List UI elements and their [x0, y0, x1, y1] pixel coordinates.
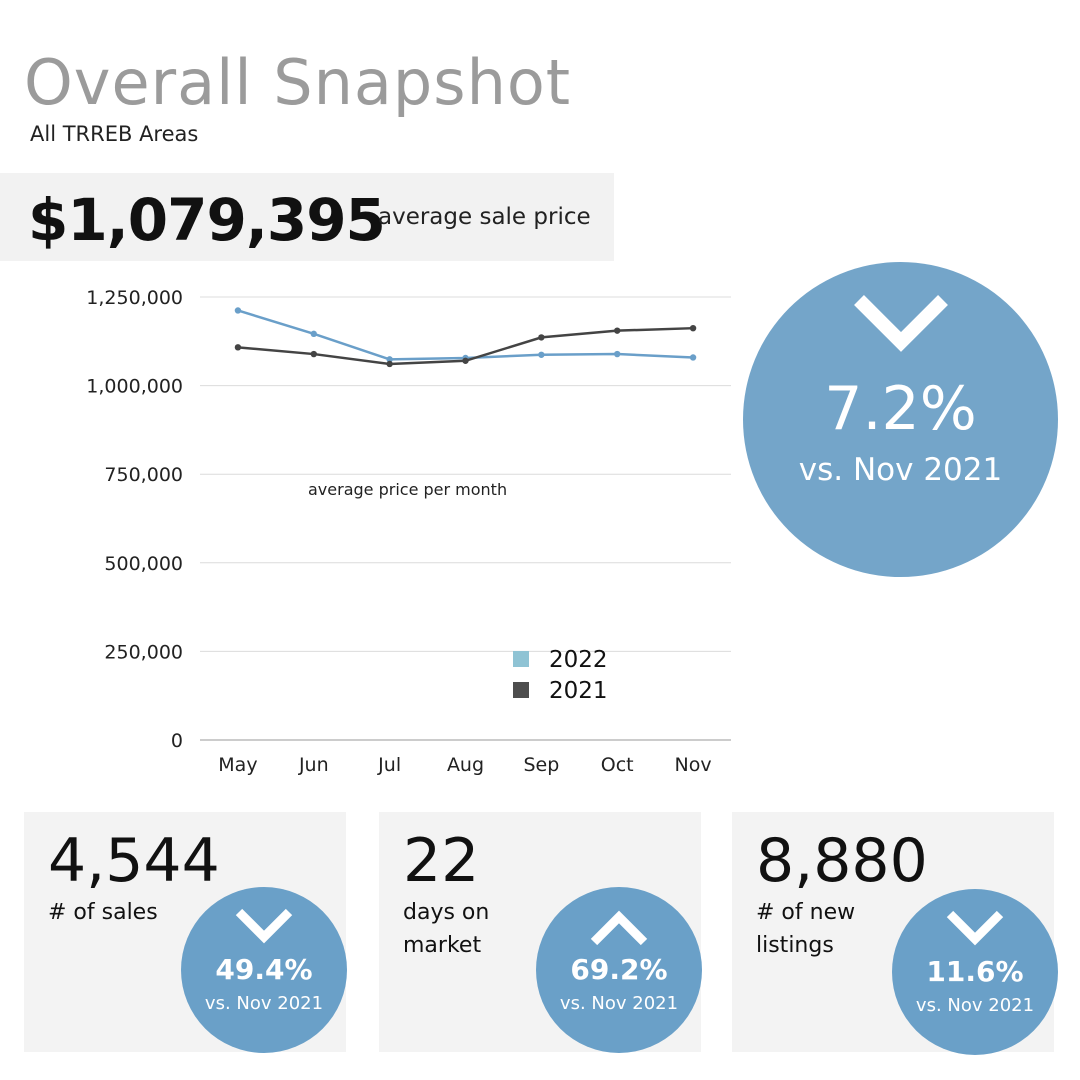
data-point-2021	[538, 334, 545, 341]
data-point-2021	[614, 327, 621, 334]
price-change-circle: 7.2% vs. Nov 2021	[743, 262, 1058, 577]
average-price-line-chart: 0 250,000 500,000 750,000 1,000,000 1,250,000…	[86, 287, 731, 776]
days-on-market-change-circle: 69.2% vs. Nov 2021	[536, 887, 702, 1053]
price-change-comparison: vs. Nov 2021	[798, 452, 1003, 488]
x-tick-label: Sep	[523, 754, 559, 776]
chevron-down-icon	[854, 295, 948, 352]
data-point-2021	[689, 324, 697, 332]
chevron-down-icon	[946, 910, 1004, 946]
y-tick-label: 0	[171, 730, 183, 752]
data-point-2022	[234, 307, 242, 314]
y-axis-ticks: 0 250,000 500,000 750,000 1,000,000 1,250,000	[86, 287, 183, 752]
days-on-market-label: days on market	[403, 900, 490, 958]
y-tick-label: 250,000	[104, 641, 183, 663]
price-change-percent: 7.2%	[824, 374, 977, 444]
days-on-market-change-comparison: vs. Nov 2021	[559, 993, 679, 1014]
legend-swatch-2021	[513, 682, 529, 698]
y-tick-label: 1,250,000	[86, 287, 183, 309]
x-tick-label: May	[218, 754, 257, 776]
new-listings-change-percent: 11.6%	[926, 955, 1024, 988]
data-point-2022	[538, 351, 545, 358]
average-price-value: $1,079,395	[28, 186, 386, 254]
chart-annotation: average price per month	[308, 480, 507, 499]
x-tick-label: Jul	[377, 754, 401, 776]
days-on-market-change-percent: 69.2%	[570, 953, 668, 986]
chevron-down-icon	[235, 908, 293, 944]
legend-label-2021: 2021	[549, 678, 608, 704]
sales-change-comparison: vs. Nov 2021	[204, 993, 324, 1014]
data-point-2022	[386, 356, 393, 363]
page-subtitle: All TRREB Areas	[30, 122, 199, 146]
sales-change-percent: 49.4%	[215, 953, 313, 986]
sales-change-circle: 49.4% vs. Nov 2021	[181, 887, 347, 1053]
data-point-2021	[310, 350, 317, 358]
legend-swatch-2022	[513, 651, 529, 667]
x-axis-ticks: May Jun Jul Aug Sep Oct Nov	[218, 754, 711, 776]
days-on-market-card: 22 days on market 69.2% vs. Nov 2021	[379, 812, 702, 1053]
data-point-2021	[234, 344, 242, 351]
data-point-2022	[310, 330, 317, 338]
new-listings-label: # of new listings	[756, 900, 856, 958]
y-tick-label: 500,000	[104, 553, 183, 575]
data-point-2021	[386, 360, 393, 368]
data-point-2021	[462, 357, 469, 364]
page-title: Overall Snapshot	[24, 46, 572, 119]
series-line-2022	[237, 309, 694, 361]
chevron-up-icon	[590, 910, 648, 946]
average-price-label: average sale price	[378, 204, 591, 230]
x-tick-label: Aug	[447, 754, 484, 776]
chart-legend: 2022 2021	[513, 647, 608, 704]
sales-value: 4,544	[48, 826, 220, 896]
new-listings-card: 8,880 # of new listings 11.6% vs. Nov 20…	[732, 812, 1058, 1055]
new-listings-change-comparison: vs. Nov 2021	[915, 995, 1035, 1016]
sales-label: # of sales	[48, 900, 158, 925]
y-tick-label: 1,000,000	[86, 376, 183, 398]
new-listings-value: 8,880	[756, 826, 928, 896]
legend-label-2022: 2022	[549, 647, 608, 673]
x-tick-label: Nov	[675, 754, 712, 776]
sales-card: 4,544 # of sales 49.4% vs. Nov 2021	[24, 812, 347, 1053]
data-point-2022	[614, 350, 621, 358]
chart-series	[234, 307, 697, 368]
y-tick-label: 750,000	[104, 464, 183, 486]
days-on-market-value: 22	[403, 826, 480, 896]
average-price-banner	[0, 173, 614, 261]
data-point-2022	[689, 354, 697, 361]
chart-grid	[200, 296, 731, 741]
x-tick-label: Oct	[601, 754, 634, 776]
x-tick-label: Jun	[298, 754, 329, 776]
new-listings-change-circle: 11.6% vs. Nov 2021	[892, 889, 1058, 1055]
